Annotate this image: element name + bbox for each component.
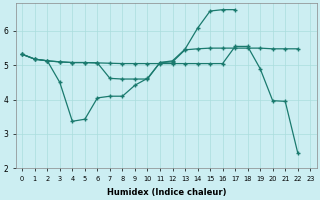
X-axis label: Humidex (Indice chaleur): Humidex (Indice chaleur) — [107, 188, 226, 197]
